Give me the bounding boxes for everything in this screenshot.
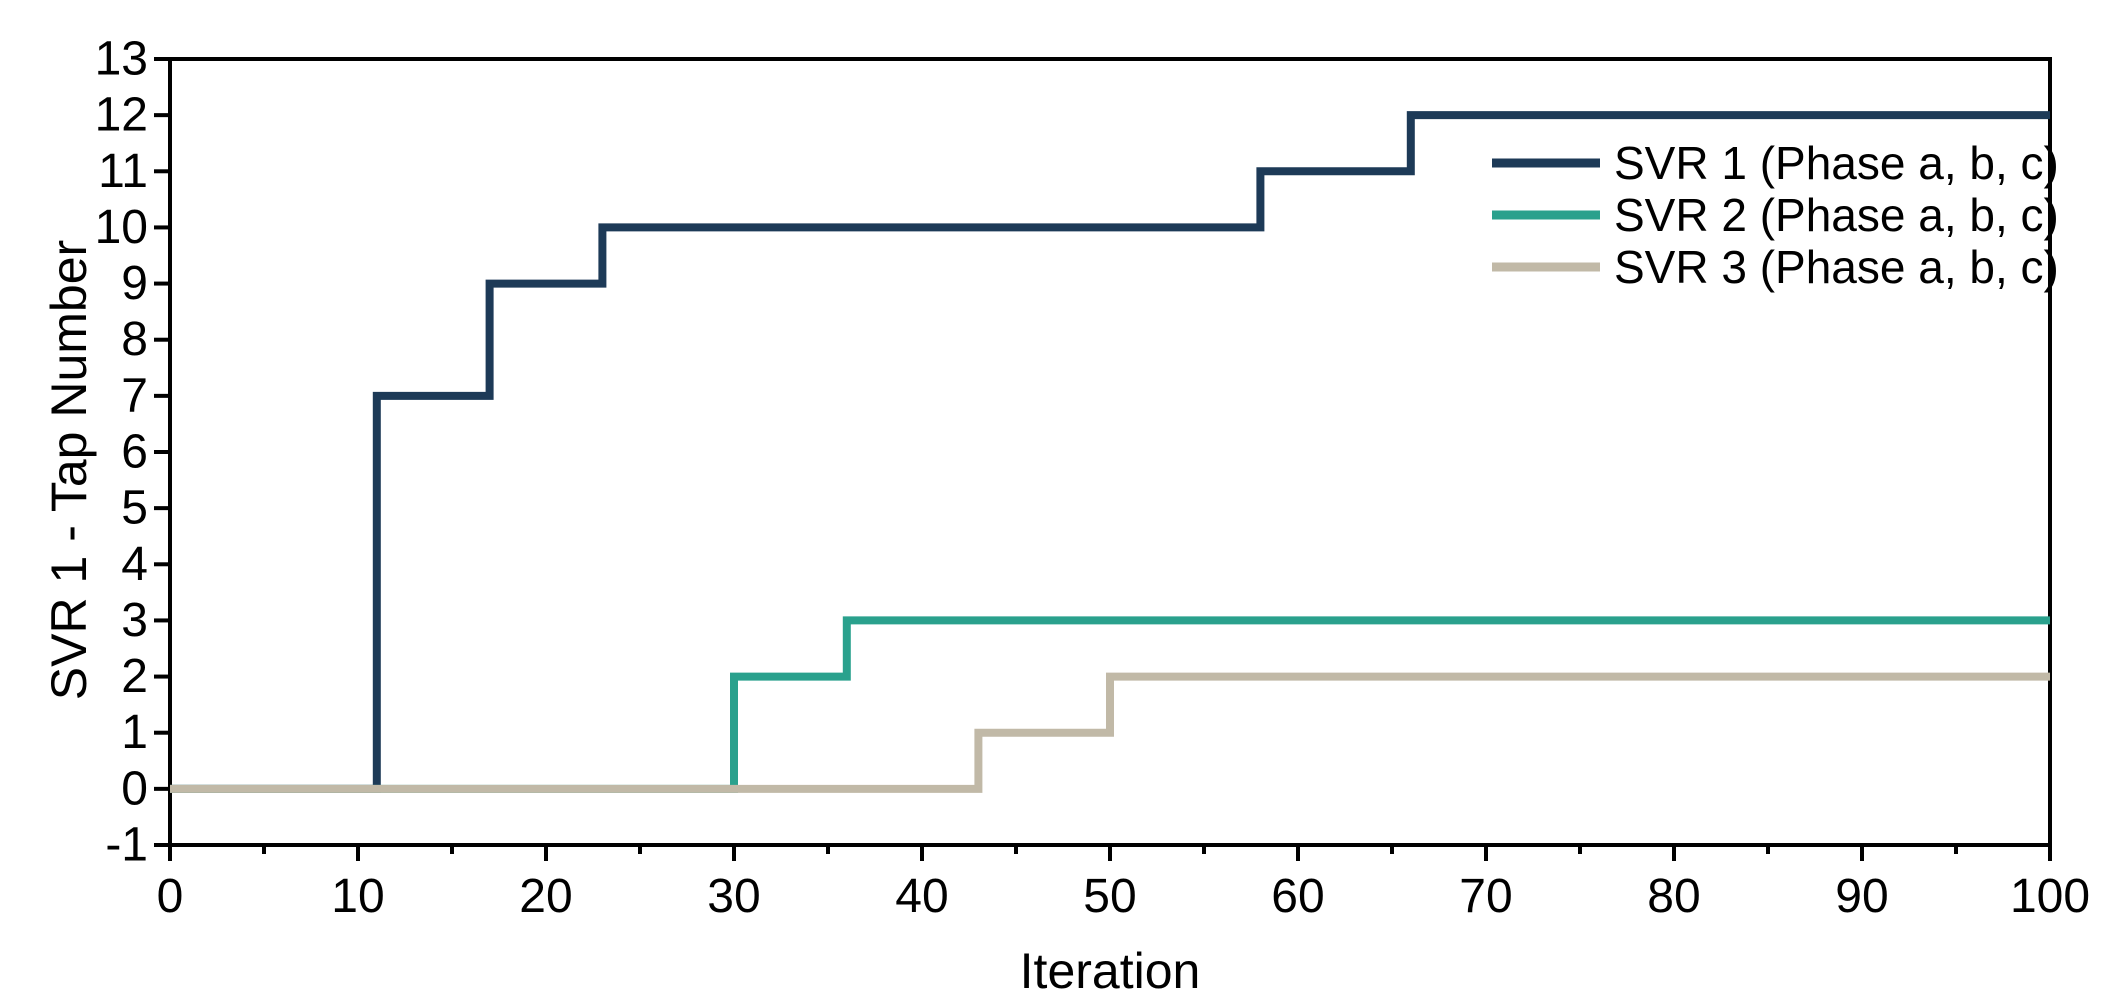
legend-label-2: SVR 2 (Phase a, b, c) <box>1614 189 2059 241</box>
y-axis-label: SVR 1 - Tap Number <box>41 240 97 700</box>
y-tick-label: 4 <box>121 538 148 591</box>
legend-label-1: SVR 1 (Phase a, b, c) <box>1614 137 2059 189</box>
x-tick-label: 80 <box>1647 870 1700 923</box>
legend-label-3: SVR 3 (Phase a, b, c) <box>1614 241 2059 293</box>
x-tick-label: 30 <box>707 870 760 923</box>
x-tick-label: 10 <box>331 870 384 923</box>
y-tick-label: 1 <box>121 706 148 759</box>
x-tick-label: 50 <box>1083 870 1136 923</box>
x-tick-label: 20 <box>519 870 572 923</box>
y-tick-label: 13 <box>95 33 148 86</box>
y-tick-label: 9 <box>121 257 148 310</box>
series-line-1 <box>170 111 2050 793</box>
y-tick-label: 5 <box>121 482 148 535</box>
y-tick-label: 0 <box>121 762 148 815</box>
x-tick-label: 0 <box>157 870 184 923</box>
y-tick-label: 10 <box>95 201 148 254</box>
x-tick-label: 60 <box>1271 870 1324 923</box>
y-tick-label: 7 <box>121 369 148 422</box>
y-tick-label: 12 <box>95 89 148 142</box>
y-tick-label: -1 <box>105 819 148 872</box>
y-tick-label: 3 <box>121 594 148 647</box>
x-tick-label: 90 <box>1835 870 1888 923</box>
x-tick-label: 100 <box>2010 870 2090 923</box>
x-tick-label: 70 <box>1459 870 1512 923</box>
y-tick-label: 11 <box>98 145 148 198</box>
x-tick-label: 40 <box>895 870 948 923</box>
y-tick-label: 6 <box>121 426 148 479</box>
x-axis-label: Iteration <box>1020 943 1201 999</box>
y-tick-label: 8 <box>121 313 148 366</box>
series-line-3 <box>170 672 2050 793</box>
y-tick-label: 2 <box>121 650 148 703</box>
